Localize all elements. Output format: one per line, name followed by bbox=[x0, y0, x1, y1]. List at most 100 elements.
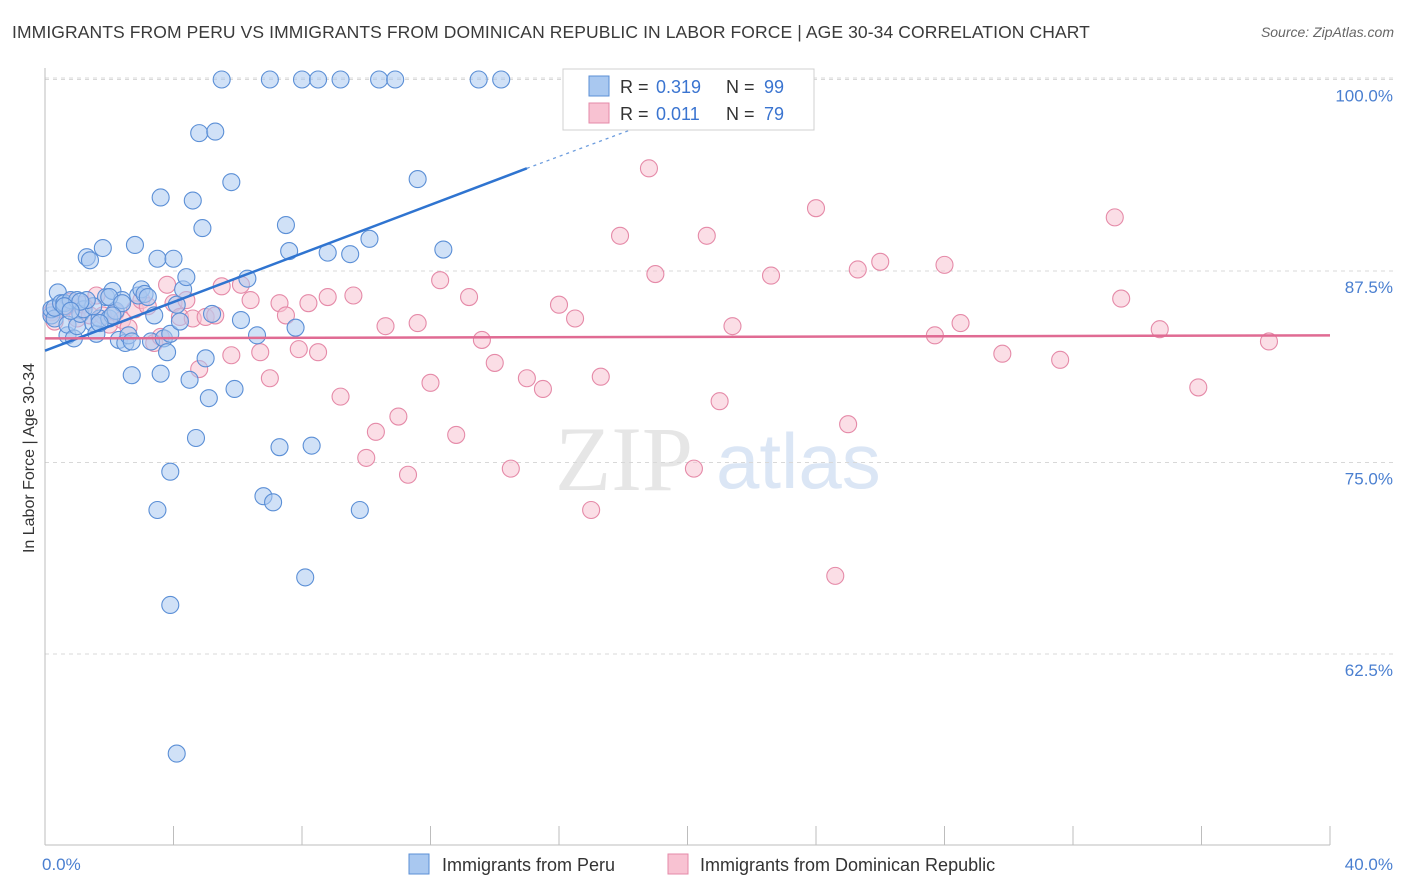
peru-point bbox=[247, 326, 267, 345]
legend-n-label-2: N = bbox=[726, 104, 755, 124]
dominican-point bbox=[421, 373, 440, 392]
y-axis-label: In Labor Force | Age 30-34 bbox=[21, 363, 38, 553]
peru-point bbox=[231, 310, 251, 330]
peru-point bbox=[370, 70, 389, 89]
dominican-point bbox=[389, 407, 408, 426]
dominican-point bbox=[299, 294, 318, 313]
peru-point bbox=[350, 500, 369, 520]
peru-point bbox=[170, 312, 189, 331]
peru-point bbox=[264, 493, 283, 512]
peru-point bbox=[148, 500, 167, 520]
watermark-atlas: atlas bbox=[716, 417, 881, 505]
legend-r-value-2: 0.011 bbox=[656, 104, 700, 124]
dominican-point bbox=[582, 500, 601, 520]
grid-lines bbox=[45, 77, 1395, 655]
peru-point bbox=[113, 294, 132, 313]
dominican-point bbox=[447, 425, 466, 444]
dominican-point bbox=[723, 317, 742, 336]
dominican-point bbox=[639, 159, 659, 178]
dominican-point bbox=[1189, 378, 1208, 397]
dominican-trend-line bbox=[44, 334, 1331, 340]
peru-point bbox=[386, 70, 405, 89]
legend-r-label-1: R = bbox=[620, 77, 649, 97]
legend-n-value-2: 79 bbox=[764, 104, 784, 124]
dominican-point bbox=[309, 343, 328, 362]
bottom-legend: Immigrants from Peru Immigrants from Dom… bbox=[408, 853, 995, 875]
dominican-point bbox=[826, 566, 845, 585]
peru-point bbox=[276, 215, 295, 235]
dominican-point bbox=[318, 287, 337, 307]
dominican-point bbox=[344, 286, 363, 305]
y-tick-label-2: 87.5% bbox=[1345, 278, 1393, 297]
peru-point bbox=[341, 245, 360, 264]
peru-points bbox=[42, 70, 511, 763]
dominican-point bbox=[276, 306, 295, 325]
peru-point bbox=[183, 191, 202, 210]
peru-point bbox=[203, 304, 222, 323]
dominican-point bbox=[1259, 332, 1279, 351]
peru-point bbox=[225, 379, 244, 399]
legend-r-value-1: 0.319 bbox=[656, 77, 701, 97]
peru-point bbox=[190, 124, 209, 143]
peru-point bbox=[492, 70, 511, 89]
peru-point bbox=[260, 70, 279, 89]
dominican-point bbox=[871, 252, 890, 271]
legend-swatch-peru bbox=[588, 75, 610, 97]
dominican-point bbox=[710, 392, 729, 411]
peru-point bbox=[151, 364, 170, 383]
dominican-point bbox=[1112, 289, 1131, 308]
peru-point bbox=[212, 70, 231, 89]
legend: R = 0.319 N = 99 R = 0.011 N = 79 bbox=[562, 68, 815, 131]
peru-point bbox=[286, 318, 305, 337]
dominican-point bbox=[1150, 320, 1169, 339]
peru-point bbox=[292, 70, 312, 89]
dominican-point bbox=[1051, 350, 1070, 369]
dominican-point bbox=[408, 314, 427, 333]
y-tick-label-1: 75.0% bbox=[1345, 470, 1393, 489]
peru-point bbox=[302, 436, 321, 455]
peru-point bbox=[199, 389, 218, 408]
peru-point bbox=[93, 238, 112, 258]
peru-point bbox=[331, 70, 350, 89]
dominican-point bbox=[549, 295, 569, 314]
peru-point bbox=[296, 568, 315, 587]
peru-point bbox=[164, 249, 183, 268]
dominican-point bbox=[935, 255, 954, 274]
peru-point bbox=[222, 173, 241, 192]
peru-point bbox=[186, 428, 206, 448]
peru-point bbox=[167, 744, 186, 763]
bottom-legend-swatch-dominican bbox=[667, 853, 689, 875]
dominican-point bbox=[610, 226, 630, 245]
peru-point bbox=[122, 366, 141, 385]
dominican-point bbox=[357, 448, 376, 467]
dominican-point bbox=[533, 379, 552, 399]
dominican-point bbox=[951, 314, 970, 333]
dominican-point bbox=[1105, 208, 1124, 227]
source-label: Source: ZipAtlas.com bbox=[1260, 24, 1394, 40]
dominican-point bbox=[366, 422, 385, 441]
peru-point bbox=[196, 349, 215, 368]
legend-n-label-1: N = bbox=[726, 77, 755, 97]
x-tick-labels: 0.0% 40.0% bbox=[42, 855, 1393, 874]
dominican-point bbox=[848, 260, 867, 279]
peru-point bbox=[148, 249, 167, 268]
x-tick-label-1: 40.0% bbox=[1345, 855, 1393, 874]
y-tick-label-3: 100.0% bbox=[1335, 87, 1393, 106]
bottom-legend-peru: Immigrants from Peru bbox=[442, 855, 615, 875]
y-tick-label-0: 62.5% bbox=[1345, 661, 1393, 680]
peru-point bbox=[177, 268, 196, 287]
dominican-point bbox=[517, 369, 536, 388]
dominican-point bbox=[485, 353, 504, 372]
dominican-point bbox=[158, 275, 177, 294]
dominican-point bbox=[761, 266, 781, 285]
bottom-legend-swatch-peru bbox=[408, 853, 430, 875]
dominican-point bbox=[222, 346, 241, 365]
dominican-point bbox=[684, 459, 703, 478]
dominican-point bbox=[398, 465, 418, 484]
dominican-points bbox=[42, 159, 1279, 585]
bottom-legend-dominican: Immigrants from Dominican Republic bbox=[700, 855, 995, 875]
peru-point bbox=[180, 370, 199, 389]
peru-point bbox=[469, 70, 488, 89]
dominican-point bbox=[260, 369, 279, 388]
